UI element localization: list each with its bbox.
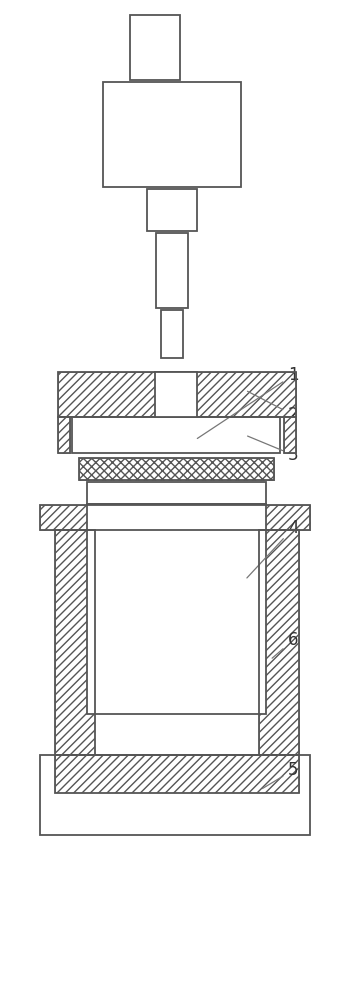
Bar xyxy=(161,310,183,358)
Bar xyxy=(87,504,266,714)
Bar xyxy=(58,417,70,453)
Bar xyxy=(55,755,299,793)
Bar xyxy=(103,82,241,187)
Bar xyxy=(130,15,180,80)
Bar xyxy=(40,793,310,835)
Bar xyxy=(79,458,274,480)
Bar xyxy=(95,530,259,755)
Bar xyxy=(284,417,296,453)
Text: 2: 2 xyxy=(247,391,299,424)
Bar xyxy=(72,417,280,453)
Bar xyxy=(79,458,274,480)
Text: 6: 6 xyxy=(272,631,299,658)
Bar xyxy=(259,530,299,755)
Bar xyxy=(147,189,197,231)
Text: 5: 5 xyxy=(262,761,299,789)
Bar xyxy=(259,530,299,755)
Bar xyxy=(40,505,310,530)
Bar xyxy=(58,372,296,417)
Text: 3: 3 xyxy=(247,436,299,464)
Text: 4: 4 xyxy=(247,519,299,578)
Bar xyxy=(155,372,197,417)
Bar xyxy=(58,372,296,417)
Bar xyxy=(55,755,299,793)
Bar xyxy=(55,530,95,755)
Bar xyxy=(40,505,310,530)
Bar xyxy=(156,233,188,308)
Text: 1: 1 xyxy=(197,366,299,438)
Bar xyxy=(58,417,70,453)
Bar xyxy=(284,417,296,453)
Bar xyxy=(55,530,95,755)
Bar xyxy=(87,482,266,504)
Bar xyxy=(40,755,310,835)
